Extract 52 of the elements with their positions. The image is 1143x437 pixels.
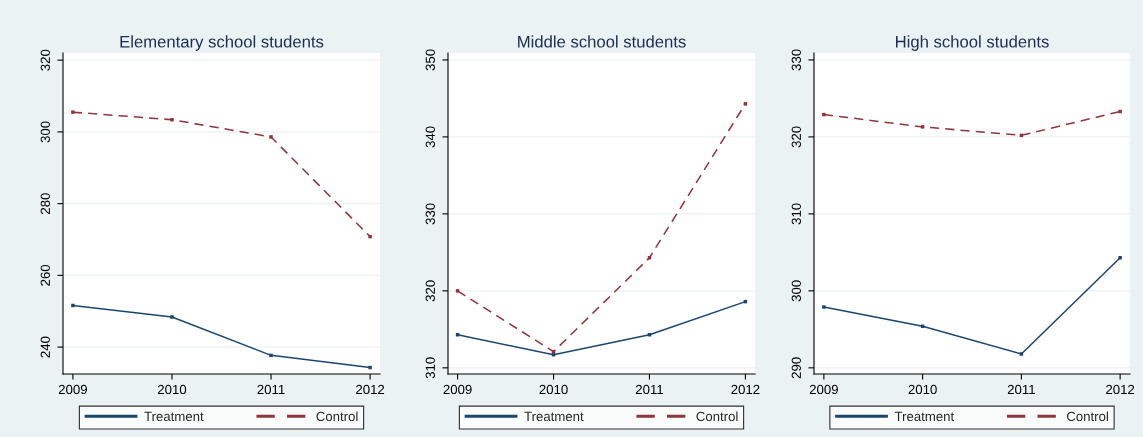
y-tick-label: 310: [791, 203, 801, 225]
x-tick-label: 2009: [58, 384, 87, 395]
y-tick-label: 240: [40, 336, 50, 358]
point: [71, 303, 75, 308]
y-tick-label: 350: [425, 49, 435, 71]
y-tick-label: 320: [425, 280, 435, 302]
y-tick-label: 300: [791, 280, 801, 302]
chart-title: Middle school students: [518, 35, 686, 48]
legend-label: Control: [696, 411, 738, 422]
x-tick-label: 2012: [731, 384, 760, 395]
legend-label: Treatment: [894, 411, 955, 422]
y-tick-label: 340: [425, 126, 435, 148]
chart-title: High school students: [896, 35, 1049, 51]
y-tick-label: 310: [425, 357, 435, 379]
y-tick-label: 320: [40, 49, 50, 71]
point: [269, 353, 273, 358]
x-tick-label: 2011: [635, 384, 664, 395]
point: [1118, 109, 1122, 114]
x-tick-label: 2011: [257, 384, 285, 395]
y-tick-label: 330: [791, 49, 801, 71]
y-tick-label: 300: [40, 121, 50, 143]
point: [269, 135, 273, 139]
point: [822, 305, 826, 309]
y-tick-label: 260: [40, 264, 50, 286]
x-tick-label: 2012: [356, 384, 385, 395]
x-tick-label: 2011: [1007, 384, 1035, 395]
x-tick-label: 2012: [1106, 384, 1135, 395]
point: [368, 365, 372, 370]
point: [368, 234, 372, 239]
x-tick-label: 2010: [539, 384, 568, 395]
y-tick-label: 290: [791, 357, 801, 379]
x-tick-label: 2009: [809, 384, 838, 395]
legend-label: Control: [1066, 411, 1108, 422]
point: [170, 315, 174, 319]
x-tick-label: 2009: [443, 384, 472, 395]
legend-label: Treatment: [524, 411, 584, 422]
point: [71, 110, 75, 114]
y-tick-label: 330: [425, 203, 435, 225]
point: [822, 112, 826, 117]
point: [1118, 256, 1122, 260]
chart-title: Elementary school students: [120, 35, 324, 51]
point: [743, 102, 748, 106]
point: [455, 289, 460, 293]
legend-label: Control: [316, 411, 358, 422]
y-tick-label: 320: [791, 126, 801, 148]
y-tick-label: 280: [40, 193, 50, 214]
legend-label: Treatment: [144, 411, 204, 422]
x-tick-label: 2010: [157, 384, 187, 395]
x-tick-label: 2010: [908, 384, 937, 395]
point: [1019, 352, 1024, 356]
point: [920, 125, 925, 129]
point: [170, 117, 174, 122]
